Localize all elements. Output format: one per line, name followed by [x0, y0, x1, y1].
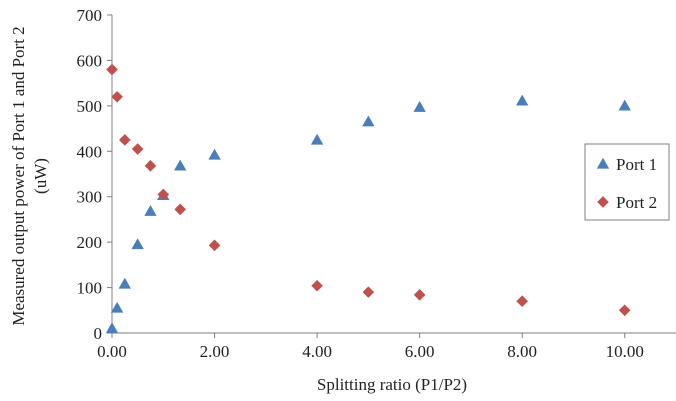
port-2-data-point: [131, 143, 144, 155]
port-1-data-point: [131, 238, 144, 250]
legend-box: [584, 143, 670, 221]
legend-label-port-2: Port 2: [616, 193, 657, 212]
x-axis-title: Splitting ratio (P1/P2): [317, 375, 467, 394]
port-2-data-point: [119, 134, 131, 146]
port-2-data-point: [208, 239, 221, 252]
y-tick-label: 100: [77, 279, 103, 298]
port-1-data-point: [110, 301, 124, 313]
port-2-data-point: [516, 295, 528, 307]
legend-marker-port-2: [597, 196, 609, 208]
x-tick-label: 2.00: [200, 342, 230, 361]
legend: Port 1 Port 2: [584, 143, 670, 221]
y-tick-label: 700: [77, 6, 103, 25]
port-1-data-point: [310, 133, 324, 145]
y-axis-title-line-1: Measured output power of Port 1 and Port…: [9, 26, 28, 325]
port-2-data-point: [362, 286, 375, 298]
data-points: [105, 63, 631, 334]
port-1-data-point: [413, 101, 426, 112]
y-tick-label: 600: [77, 51, 103, 70]
port-2-data-point: [111, 90, 123, 103]
port-2-data-point: [106, 63, 118, 76]
y-tick-label: 500: [77, 97, 103, 116]
y-tick-label: 200: [77, 233, 103, 252]
x-tick-label: 4.00: [302, 342, 332, 361]
port-1-data-point: [515, 94, 529, 106]
port-1-data-point: [208, 148, 221, 160]
port-1-data-point: [118, 277, 132, 289]
x-tick-label: 8.00: [507, 342, 537, 361]
y-tick-label: 300: [77, 188, 103, 207]
port-2-data-point: [311, 279, 323, 292]
port-1-data-point: [173, 159, 187, 171]
port-1-data-point: [362, 115, 375, 127]
port-1-data-point: [144, 205, 157, 216]
port-1-data-point: [618, 99, 631, 111]
x-axis-ticks: 0.00 2.00 4.00 6.00 8.00 10.00: [97, 333, 644, 361]
legend-items: Port 1 Port 2: [596, 155, 657, 212]
y-axis-ticks: 0 100 200 300 400 500 600 700: [77, 6, 112, 343]
port-2-data-point: [157, 188, 170, 201]
legend-label-port-1: Port 1: [616, 155, 657, 174]
x-tick-label: 0.00: [97, 342, 127, 361]
legend-marker-port-1: [596, 157, 610, 169]
x-tick-label: 6.00: [405, 342, 435, 361]
port-2-data-point: [618, 304, 631, 317]
port-2-data-point: [174, 203, 186, 216]
y-axis-title: Measured output power of Port 1 and Port…: [9, 26, 50, 325]
port-1-data-point: [105, 322, 119, 334]
x-tick-label: 10.00: [606, 342, 644, 361]
y-tick-label: 0: [94, 324, 103, 343]
port-2-data-point: [144, 160, 157, 172]
y-tick-label: 400: [77, 142, 103, 161]
port-2-data-point: [413, 289, 426, 301]
y-axis-title-line-2: (uW): [31, 158, 50, 194]
